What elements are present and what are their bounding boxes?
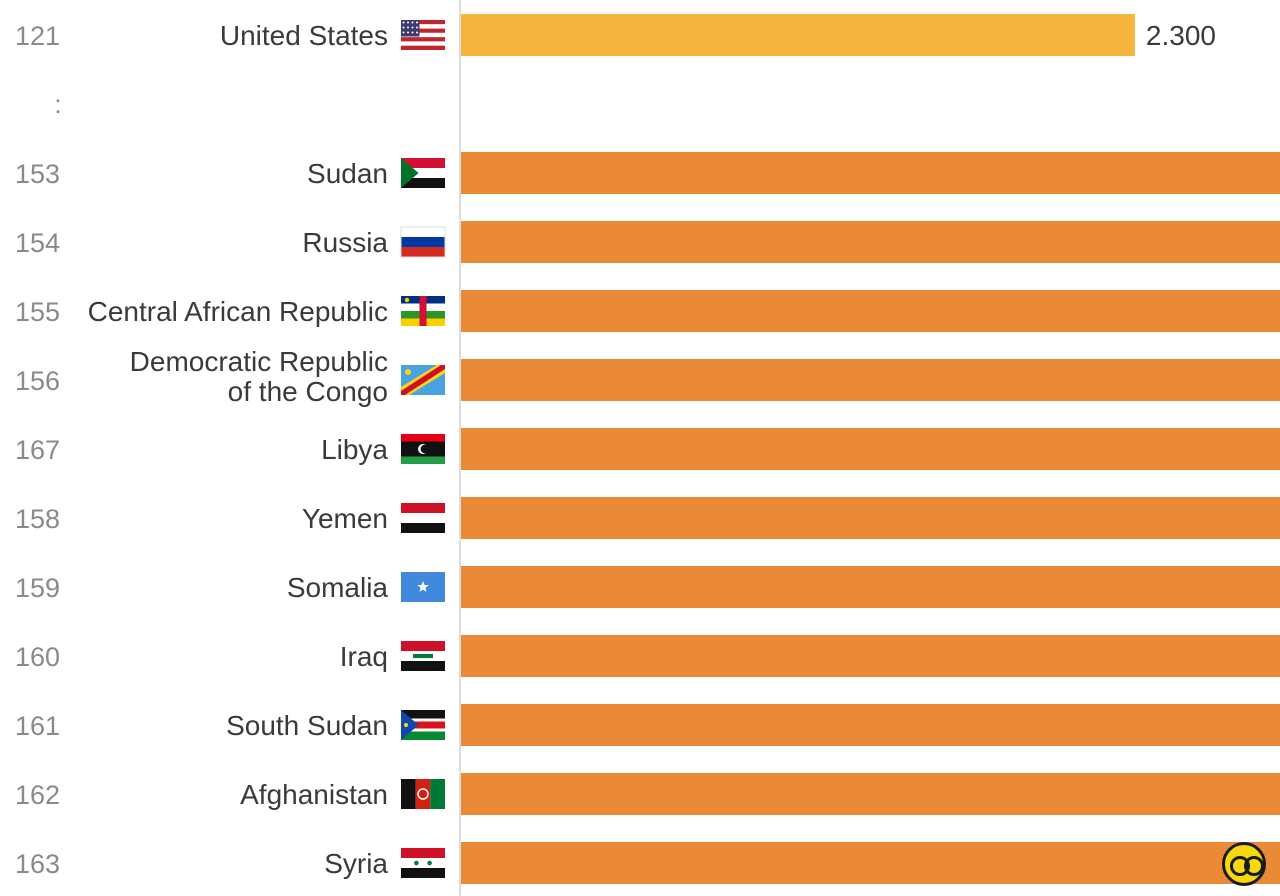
bar: [461, 566, 1280, 608]
rank-label: 155: [15, 297, 60, 327]
rank-label: 154: [15, 228, 60, 258]
watermark-logo-icon: [1222, 842, 1266, 886]
bar: [461, 359, 1280, 401]
country-label-line2: of the Congo: [228, 376, 388, 407]
bar: [461, 704, 1280, 746]
rank-label: 159: [15, 573, 60, 603]
flag-south-sudan-icon: [401, 710, 445, 740]
flag-syria-icon: [401, 848, 445, 878]
bar: [461, 497, 1280, 539]
flag-libya-icon: [401, 434, 445, 464]
flag-yemen-icon: [401, 503, 445, 533]
flag-iraq-icon: [401, 641, 445, 671]
rank-label: 153: [15, 159, 60, 189]
rank-label: 161: [15, 711, 60, 741]
rank-label: 156: [15, 366, 60, 396]
bar: [461, 842, 1280, 884]
flag-russia-icon: [400, 226, 446, 258]
country-label: Iraq: [340, 641, 388, 672]
country-label: United States: [220, 20, 388, 51]
bar: [461, 428, 1280, 470]
flag-car-icon: [401, 296, 445, 326]
flag-us-icon: [401, 20, 445, 50]
rank-label: 167: [15, 435, 60, 465]
bar: [461, 152, 1280, 194]
country-label: Central African Republic: [88, 296, 388, 327]
bar: [461, 14, 1135, 56]
value-label: 2.300: [1146, 20, 1216, 51]
country-label: Democratic Republic: [130, 346, 388, 377]
country-label: Russia: [302, 227, 388, 258]
bar: [461, 290, 1280, 332]
flag-afghanistan-icon: [401, 779, 445, 809]
country-label: Sudan: [307, 158, 388, 189]
bar: [461, 773, 1280, 815]
rank-label: 163: [15, 849, 60, 879]
bar: [461, 221, 1280, 263]
rank-label: 158: [15, 504, 60, 534]
rank-label: 162: [15, 780, 60, 810]
country-label: Yemen: [302, 503, 388, 534]
flag-sudan-icon: [401, 158, 445, 188]
rank-label: 160: [15, 642, 60, 672]
flag-drc-icon: [401, 365, 445, 395]
gap-ellipsis: :: [54, 89, 61, 119]
rank-label: 121: [15, 21, 60, 51]
flag-somalia-icon: [401, 572, 445, 602]
country-label: Syria: [324, 848, 388, 879]
country-label: Libya: [321, 434, 388, 465]
country-label: Afghanistan: [240, 779, 388, 810]
country-label: South Sudan: [226, 710, 388, 741]
bar: [461, 635, 1280, 677]
country-label: Somalia: [287, 572, 389, 603]
